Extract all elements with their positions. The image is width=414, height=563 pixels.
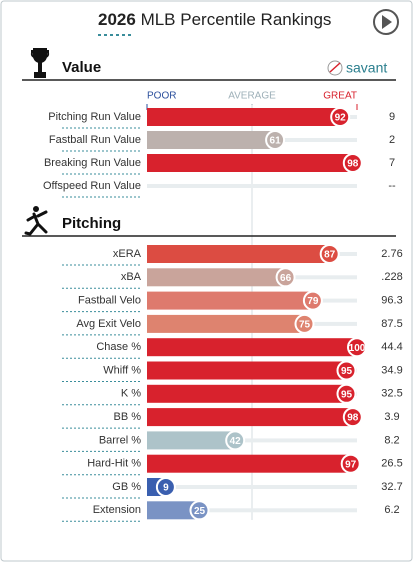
bar [147, 384, 347, 403]
bar [147, 291, 313, 310]
row-label: Avg Exit Velo [76, 318, 141, 330]
track [147, 438, 357, 443]
pitcher-icon [24, 206, 48, 236]
stat-value: 9 [389, 111, 395, 123]
stat-value: 6.2 [384, 504, 399, 516]
stat-value: -- [388, 180, 396, 192]
bar [147, 108, 341, 126]
percentile-label: 92 [335, 113, 347, 124]
track [147, 508, 357, 513]
savant-logo: savant [327, 60, 387, 76]
row-label: Fastball Velo [78, 295, 141, 307]
trophy-icon [30, 48, 50, 78]
card-title: 2026 MLB Percentile Rankings [98, 10, 331, 29]
bar [147, 501, 200, 520]
row-label: Chase % [96, 341, 141, 353]
section-title: Value [62, 59, 101, 76]
row-label: Whiff % [103, 364, 141, 376]
row-label: Breaking Run Value [44, 157, 141, 169]
percentile-circle [340, 453, 361, 474]
bar [147, 245, 330, 263]
stat-value: 26.5 [381, 458, 402, 470]
percentile-circle [275, 267, 296, 288]
stat-value: 32.7 [381, 481, 402, 493]
stat-value: 44.4 [381, 341, 402, 353]
percentile-label: 98 [347, 159, 359, 170]
x-tick-label: AVERAGE [228, 91, 276, 102]
bar [147, 408, 353, 427]
row-label: xBA [121, 271, 142, 283]
percentile-circle [265, 130, 286, 150]
bar [147, 131, 276, 149]
stat-value: 96.3 [381, 295, 402, 307]
percentile-circle [155, 477, 176, 497]
row-label: Offspeed Run Value [43, 180, 141, 192]
stat-value: 8.2 [384, 434, 399, 446]
percentile-circle [302, 290, 323, 311]
stat-value: 34.9 [381, 364, 402, 376]
track [147, 184, 357, 188]
percentile-label: 61 [270, 136, 282, 147]
row-label: Pitching Run Value [48, 111, 141, 123]
row-label: xERA [113, 248, 142, 260]
row-label: K % [121, 388, 141, 400]
bar [147, 431, 236, 450]
percentile-circle [336, 360, 357, 381]
season: 2026 [98, 10, 136, 29]
percentile-label: 66 [280, 273, 292, 284]
percentile-label: 95 [341, 366, 353, 377]
track [147, 485, 357, 489]
percentile-circle [225, 430, 246, 451]
percentile-label: 75 [299, 320, 311, 331]
stat-value: 3.9 [384, 411, 399, 423]
row-label: GB % [112, 481, 141, 493]
bar [147, 314, 305, 333]
stat-value: 2 [389, 134, 395, 146]
percentile-label: 42 [230, 436, 242, 447]
row-label: Fastball Run Value [49, 134, 141, 146]
x-tick-label: GREAT [323, 91, 357, 102]
section-title: Pitching [62, 215, 121, 232]
stat-value: .228 [381, 271, 402, 283]
percentile-circle [342, 153, 363, 173]
row-label: Barrel % [99, 434, 141, 446]
row-label: BB % [113, 411, 141, 423]
stat-value: 32.5 [381, 388, 402, 400]
percentile-label: 25 [194, 506, 206, 517]
brand: savant [346, 60, 387, 76]
row-label: Hard-Hit % [87, 458, 141, 470]
play-button[interactable] [373, 9, 399, 35]
percentile-circle [294, 313, 315, 334]
percentile-circle [342, 407, 363, 428]
stat-value: 87.5 [381, 318, 402, 330]
percentile-label: 9 [163, 483, 169, 494]
row-label: Extension [93, 504, 141, 516]
percentile-label: 95 [341, 389, 353, 400]
percentile-label: 97 [345, 459, 357, 470]
percentile-label: 98 [347, 413, 359, 424]
percentile-label: 100 [349, 343, 366, 354]
bar [147, 454, 351, 473]
bar [147, 154, 353, 172]
x-tick-label: POOR [147, 91, 176, 102]
stat-value: 7 [389, 157, 395, 169]
percentile-circle [336, 383, 357, 404]
percentile-circle [347, 337, 367, 358]
percentile-label: 79 [307, 296, 319, 307]
percentile-circle [319, 244, 340, 264]
title: MLB Percentile Rankings [141, 10, 332, 29]
bar [147, 268, 286, 287]
percentile-circle [189, 500, 210, 521]
percentile-label: 87 [324, 250, 336, 261]
bar [147, 338, 357, 357]
stat-value: 2.76 [381, 248, 402, 260]
percentile-circle [330, 107, 351, 127]
bar [147, 361, 347, 380]
